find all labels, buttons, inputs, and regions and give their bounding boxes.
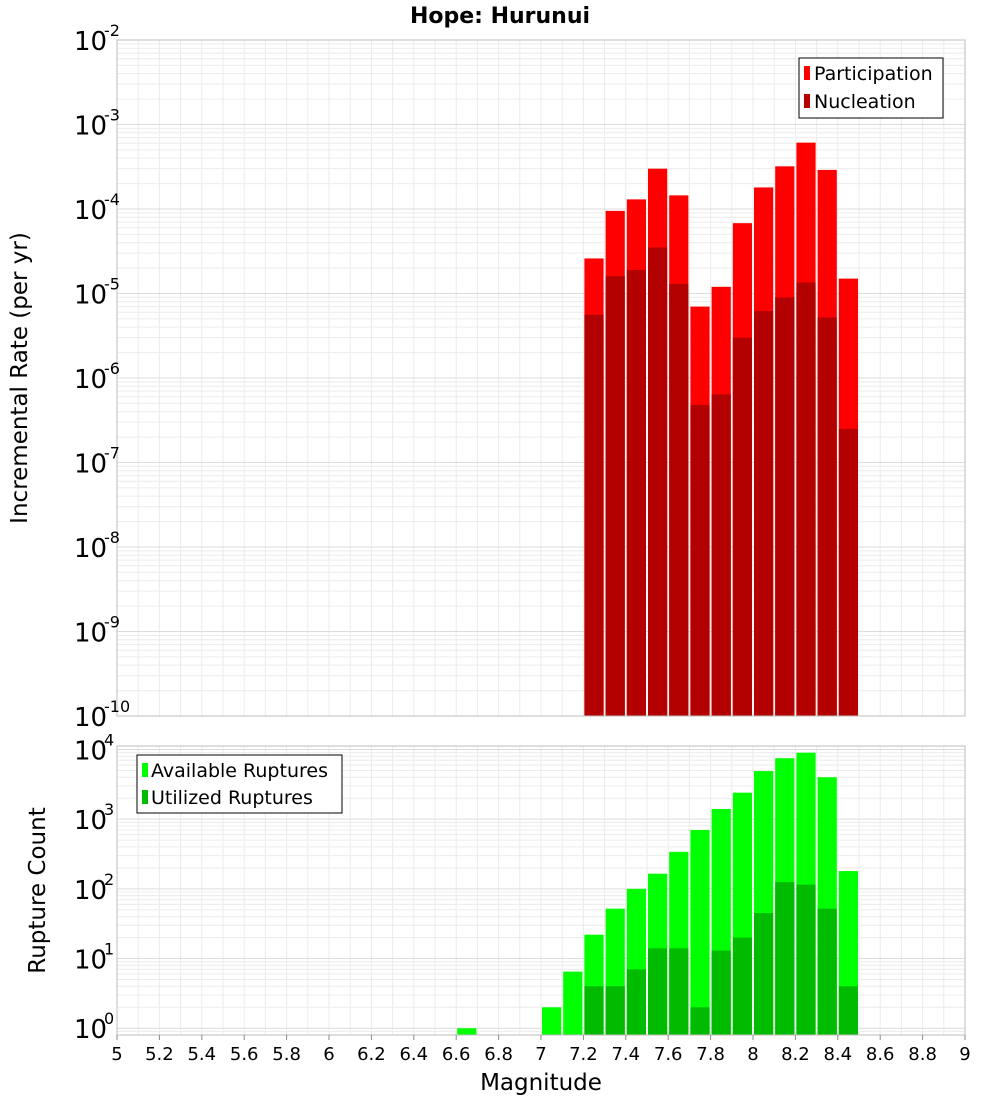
bottom-y-tick-exponent: 3 [104, 800, 114, 819]
utilized-ruptures-legend-label: Utilized Ruptures [151, 787, 313, 809]
x-tick-label: 6.8 [484, 1044, 513, 1065]
nucleation-bar [669, 283, 689, 716]
x-tick-label: 6.2 [357, 1044, 386, 1065]
x-tick-label: 8.6 [866, 1044, 895, 1065]
chart-title: Hope: Hurunui [410, 4, 590, 29]
utilized-ruptures-bar [838, 986, 858, 1035]
top-y-tick-label: 10 [74, 365, 107, 395]
utilized-ruptures-bar [796, 884, 816, 1035]
nucleation-bar [605, 276, 625, 716]
x-tick-label: 7.2 [569, 1044, 598, 1065]
top-y-tick-exponent: -10 [104, 697, 130, 716]
utilized-ruptures-bar [754, 913, 774, 1035]
top-y-tick-exponent: -3 [104, 106, 120, 125]
utilized-ruptures-bar [584, 986, 604, 1035]
top-y-tick-exponent: -4 [104, 190, 120, 209]
nucleation-legend-label: Nucleation [814, 91, 916, 113]
participation-legend-swatch [804, 66, 810, 80]
top-y-tick-exponent: -5 [104, 275, 120, 294]
top-y-tick-label: 10 [74, 27, 107, 57]
utilized-ruptures-bar [648, 948, 668, 1035]
top-y-tick-exponent: -9 [104, 613, 120, 632]
available-ruptures-bar [542, 1007, 562, 1035]
nucleation-bar [775, 297, 795, 716]
top-y-tick-label: 10 [74, 619, 107, 649]
x-tick-label: 7.4 [611, 1044, 640, 1065]
bottom-y-tick-exponent: 4 [104, 730, 114, 749]
bottom-y-tick-label: 10 [74, 946, 107, 976]
x-tick-label: 8 [747, 1044, 758, 1065]
bottom-legend-box [136, 754, 343, 814]
top-y-axis-label: Incremental Rate (per yr) [7, 232, 33, 524]
utilized-ruptures-bar [669, 948, 689, 1035]
available-ruptures-bar [563, 971, 583, 1035]
top-plot-border [116, 39, 966, 717]
available-ruptures-bar [457, 1028, 477, 1035]
bottom-y-tick-exponent: 1 [104, 940, 114, 959]
x-tick-label: 9 [959, 1044, 970, 1065]
participation-legend-label: Participation [814, 63, 933, 85]
nucleation-bar [754, 311, 774, 716]
top-y-tick-exponent: -2 [104, 21, 120, 40]
x-axis-label: Magnitude [480, 1070, 602, 1096]
x-tick-label: 5.2 [145, 1044, 174, 1065]
x-tick-label: 5 [111, 1044, 122, 1065]
x-tick-label: 6.6 [442, 1044, 471, 1065]
bottom-y-tick-label: 10 [74, 736, 107, 766]
top-y-tick-label: 10 [74, 281, 107, 311]
bottom-y-tick-label: 10 [74, 1015, 107, 1045]
x-tick-label: 7.6 [654, 1044, 683, 1065]
nucleation-bar [796, 282, 816, 716]
bottom-y-tick-exponent: 0 [104, 1009, 114, 1028]
x-tick-label: 7.8 [696, 1044, 725, 1065]
utilized-ruptures-bar [711, 950, 731, 1035]
top-legend-box [798, 57, 944, 119]
utilized-ruptures-bar [690, 1007, 710, 1035]
nucleation-bar [690, 404, 710, 716]
top-y-tick-exponent: -7 [104, 444, 120, 463]
x-tick-label: 5.8 [272, 1044, 301, 1065]
nucleation-bar [648, 247, 668, 716]
available-ruptures-bar [690, 829, 710, 1035]
x-tick-label: 8.4 [823, 1044, 852, 1065]
x-tick-label: 8.8 [908, 1044, 937, 1065]
bottom-y-tick-label: 10 [74, 806, 107, 836]
x-tick-label: 8.2 [781, 1044, 810, 1065]
utilized-ruptures-bar [605, 986, 625, 1035]
utilized-ruptures-bar [775, 882, 795, 1035]
x-tick-label: 6.4 [399, 1044, 428, 1065]
bottom-y-tick-label: 10 [74, 876, 107, 906]
top-y-tick-label: 10 [74, 196, 107, 226]
bottom-y-tick-exponent: 2 [104, 870, 114, 889]
x-tick-label: 7 [535, 1044, 546, 1065]
utilized-ruptures-bar [732, 937, 752, 1035]
utilized-ruptures-bar [626, 969, 646, 1035]
x-tick-label: 5.4 [187, 1044, 216, 1065]
nucleation-legend-swatch [804, 94, 810, 108]
x-tick-label: 5.6 [230, 1044, 259, 1065]
nucleation-bar [626, 269, 646, 716]
available-ruptures-legend-swatch [142, 763, 148, 777]
utilized-ruptures-legend-swatch [142, 790, 148, 804]
top-y-tick-label: 10 [74, 112, 107, 142]
x-tick-label: 6 [323, 1044, 334, 1065]
available-ruptures-legend-label: Available Ruptures [151, 760, 328, 782]
top-y-tick-label: 10 [74, 703, 107, 733]
bottom-y-axis-label: Rupture Count [25, 807, 51, 973]
nucleation-bar [817, 317, 837, 716]
nucleation-bar [584, 314, 604, 716]
nucleation-bar [711, 394, 731, 716]
top-y-tick-exponent: -8 [104, 528, 120, 547]
top-y-tick-label: 10 [74, 534, 107, 564]
top-y-tick-label: 10 [74, 450, 107, 480]
nucleation-bar [732, 337, 752, 716]
top-y-tick-exponent: -6 [104, 359, 120, 378]
nucleation-bar [838, 428, 858, 716]
utilized-ruptures-bar [817, 908, 837, 1035]
